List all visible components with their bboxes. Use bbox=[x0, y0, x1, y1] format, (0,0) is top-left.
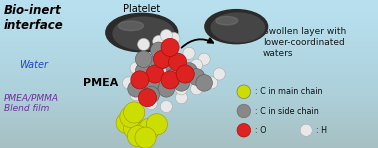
Ellipse shape bbox=[118, 21, 144, 31]
Ellipse shape bbox=[166, 58, 182, 75]
Ellipse shape bbox=[237, 104, 251, 118]
Ellipse shape bbox=[161, 71, 179, 89]
Ellipse shape bbox=[127, 126, 149, 147]
Ellipse shape bbox=[153, 50, 172, 68]
Text: Swollen layer with
lower-coordinated
waters: Swollen layer with lower-coordinated wat… bbox=[263, 27, 346, 58]
Ellipse shape bbox=[237, 123, 251, 137]
Ellipse shape bbox=[216, 16, 238, 25]
Ellipse shape bbox=[175, 83, 187, 95]
Ellipse shape bbox=[145, 98, 157, 110]
Ellipse shape bbox=[183, 47, 195, 59]
Ellipse shape bbox=[191, 59, 203, 71]
Ellipse shape bbox=[113, 17, 174, 50]
Ellipse shape bbox=[206, 77, 218, 89]
Ellipse shape bbox=[191, 83, 203, 95]
Ellipse shape bbox=[146, 65, 164, 83]
Text: Bio-inert
interface: Bio-inert interface bbox=[4, 4, 64, 32]
Ellipse shape bbox=[146, 114, 167, 135]
Ellipse shape bbox=[128, 81, 144, 97]
Text: : C in side chain: : C in side chain bbox=[255, 107, 319, 115]
Ellipse shape bbox=[161, 38, 179, 56]
Text: Platelet: Platelet bbox=[123, 4, 160, 14]
Ellipse shape bbox=[175, 92, 187, 104]
Text: PMEA/PMMA
Blend film: PMEA/PMMA Blend film bbox=[4, 94, 59, 113]
Ellipse shape bbox=[135, 127, 156, 148]
Text: : O: : O bbox=[255, 126, 266, 135]
Ellipse shape bbox=[196, 75, 212, 91]
Ellipse shape bbox=[160, 100, 172, 113]
Ellipse shape bbox=[168, 32, 180, 45]
Ellipse shape bbox=[198, 53, 210, 65]
Ellipse shape bbox=[145, 59, 157, 71]
Ellipse shape bbox=[124, 118, 145, 139]
Ellipse shape bbox=[130, 89, 142, 101]
Ellipse shape bbox=[158, 45, 175, 62]
Ellipse shape bbox=[160, 29, 172, 42]
Ellipse shape bbox=[131, 123, 152, 144]
Ellipse shape bbox=[120, 106, 141, 128]
Ellipse shape bbox=[106, 13, 178, 52]
Ellipse shape bbox=[131, 71, 149, 89]
Ellipse shape bbox=[135, 63, 152, 79]
Ellipse shape bbox=[143, 75, 160, 91]
Ellipse shape bbox=[116, 112, 137, 133]
Ellipse shape bbox=[188, 69, 205, 85]
Ellipse shape bbox=[139, 118, 160, 139]
Text: : H: : H bbox=[316, 126, 327, 135]
Ellipse shape bbox=[150, 42, 167, 59]
Ellipse shape bbox=[237, 85, 251, 99]
Ellipse shape bbox=[160, 62, 172, 74]
Ellipse shape bbox=[166, 69, 182, 85]
Ellipse shape bbox=[173, 75, 190, 91]
Ellipse shape bbox=[150, 54, 167, 70]
Ellipse shape bbox=[169, 53, 187, 71]
Ellipse shape bbox=[143, 86, 160, 103]
Ellipse shape bbox=[130, 62, 142, 74]
Ellipse shape bbox=[158, 81, 175, 97]
Ellipse shape bbox=[153, 35, 165, 48]
Ellipse shape bbox=[213, 68, 225, 80]
Text: PMEA: PMEA bbox=[83, 78, 119, 88]
Ellipse shape bbox=[211, 13, 265, 42]
Ellipse shape bbox=[138, 89, 156, 107]
Ellipse shape bbox=[122, 77, 135, 89]
Ellipse shape bbox=[205, 10, 268, 44]
Ellipse shape bbox=[300, 124, 312, 136]
Text: Water: Water bbox=[19, 60, 48, 70]
Ellipse shape bbox=[176, 65, 194, 83]
Text: : C in main chain: : C in main chain bbox=[255, 87, 323, 96]
Ellipse shape bbox=[124, 102, 145, 123]
Ellipse shape bbox=[138, 38, 150, 50]
Ellipse shape bbox=[135, 51, 152, 67]
Ellipse shape bbox=[181, 63, 197, 79]
